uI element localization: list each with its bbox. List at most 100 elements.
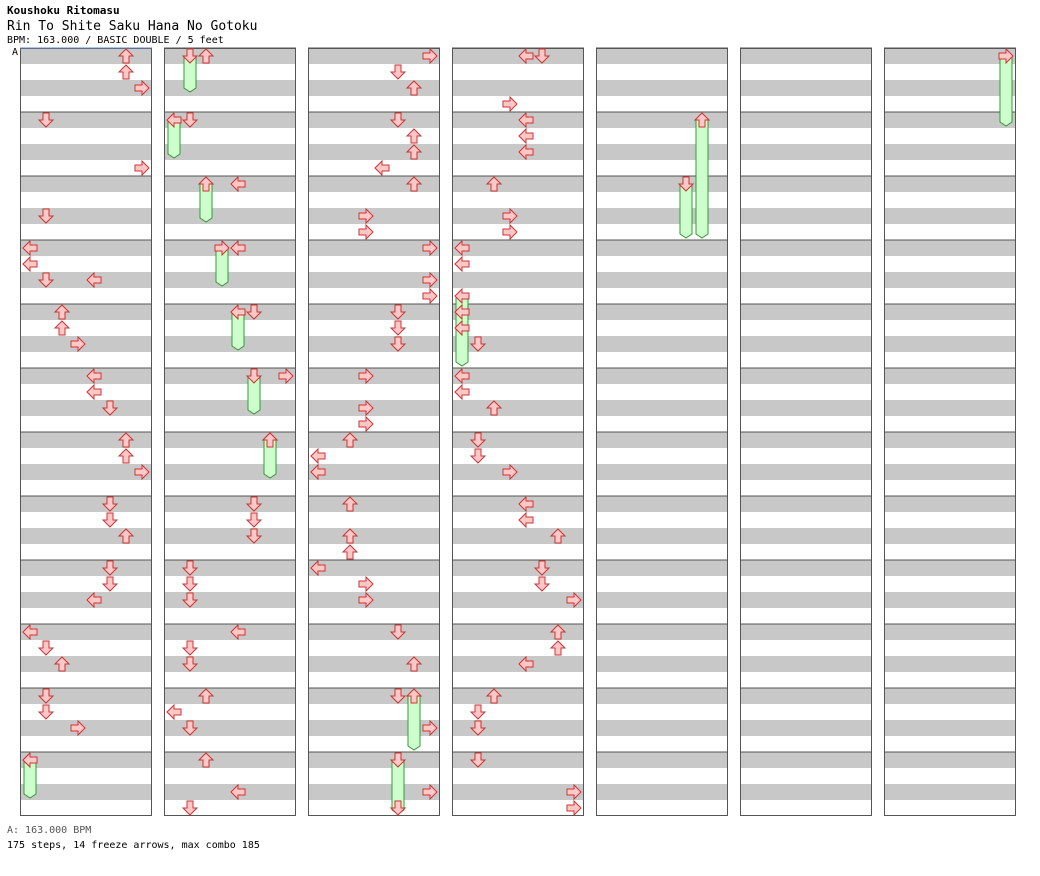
step-arrow <box>502 463 518 481</box>
step-arrow <box>245 512 263 528</box>
step-arrow <box>485 400 503 416</box>
beat-stripe <box>452 528 584 544</box>
beat-stripe <box>596 80 728 96</box>
step-arrow <box>53 656 71 672</box>
beat-stripe <box>740 784 872 800</box>
beat-stripe <box>164 624 296 640</box>
beat-stripe <box>308 592 440 608</box>
beat-stripe <box>308 464 440 480</box>
artist-name: Koushoku Ritomasu <box>7 4 120 17</box>
beat-stripe <box>884 368 1016 384</box>
beat-stripe <box>884 208 1016 224</box>
step-arrow <box>533 48 551 64</box>
step-arrow <box>341 496 359 512</box>
beat-stripe <box>164 720 296 736</box>
beat-stripe <box>884 656 1016 672</box>
beat-stripe <box>20 176 152 192</box>
beat-stripe <box>20 688 152 704</box>
step-arrow <box>37 112 55 128</box>
beat-stripe <box>20 208 152 224</box>
chart-column-border <box>308 48 440 816</box>
beat-stripe <box>20 752 152 768</box>
step-arrow <box>197 752 215 768</box>
beat-stripe <box>452 144 584 160</box>
beat-stripe <box>452 496 584 512</box>
beat-stripe <box>164 752 296 768</box>
step-arrow <box>117 48 135 64</box>
step-arrow <box>549 624 567 640</box>
step-arrow <box>37 688 55 704</box>
beat-stripe <box>884 400 1016 416</box>
beat-stripe <box>164 688 296 704</box>
step-arrow <box>86 271 102 289</box>
step-arrow <box>518 143 534 161</box>
beat-stripe <box>20 464 152 480</box>
beat-stripe <box>596 528 728 544</box>
step-arrow <box>245 496 263 512</box>
step-arrow <box>181 48 199 64</box>
freeze-arrow-tail <box>999 55 1013 127</box>
beat-stripe <box>452 624 584 640</box>
beat-stripe <box>884 112 1016 128</box>
beat-stripe <box>596 720 728 736</box>
step-arrow <box>422 287 438 305</box>
beat-stripe <box>740 464 872 480</box>
beat-stripe <box>452 80 584 96</box>
beat-stripe <box>20 720 152 736</box>
freeze-arrow-tail <box>407 695 421 751</box>
step-arrow <box>454 255 470 273</box>
step-arrow <box>389 112 407 128</box>
beat-stripe <box>596 432 728 448</box>
beat-stripe <box>20 336 152 352</box>
beat-stripe <box>308 144 440 160</box>
beat-stripe <box>164 176 296 192</box>
beat-stripe <box>164 80 296 96</box>
beat-stripe <box>740 240 872 256</box>
step-arrow <box>22 623 38 641</box>
beat-stripe <box>452 464 584 480</box>
step-arrow <box>134 463 150 481</box>
step-arrow <box>37 640 55 656</box>
step-arrow <box>22 751 38 769</box>
step-arrow <box>70 719 86 737</box>
beat-stripe <box>308 560 440 576</box>
step-arrow <box>22 255 38 273</box>
beat-stripe <box>164 432 296 448</box>
beat-stripe <box>740 144 872 160</box>
beat-stripe <box>740 528 872 544</box>
step-arrow <box>389 624 407 640</box>
step-arrow <box>310 463 326 481</box>
beat-stripe <box>308 112 440 128</box>
step-arrow <box>245 368 263 384</box>
step-arrow <box>389 64 407 80</box>
step-arrow <box>230 623 246 641</box>
beat-stripe <box>20 112 152 128</box>
beat-stripe <box>452 112 584 128</box>
step-arrow <box>53 320 71 336</box>
beat-stripe <box>884 176 1016 192</box>
step-arrow <box>101 400 119 416</box>
step-arrow <box>117 64 135 80</box>
beat-stripe <box>452 48 584 64</box>
beat-stripe <box>20 272 152 288</box>
step-arrow <box>197 176 215 192</box>
beat-stripe <box>884 304 1016 320</box>
beat-stripe <box>164 240 296 256</box>
beat-stripe <box>308 272 440 288</box>
beat-stripe <box>308 240 440 256</box>
step-arrow <box>389 800 407 816</box>
step-arrow <box>166 111 182 129</box>
step-arrow <box>454 287 470 305</box>
beat-stripe <box>452 752 584 768</box>
chart-column-border <box>884 48 1016 816</box>
beat-stripe <box>308 48 440 64</box>
beat-stripe <box>884 80 1016 96</box>
beat-stripe <box>164 336 296 352</box>
beat-stripe <box>164 528 296 544</box>
beat-stripe <box>452 336 584 352</box>
beat-stripe <box>164 144 296 160</box>
step-arrow <box>181 656 199 672</box>
beat-stripe <box>740 624 872 640</box>
beat-stripe <box>596 656 728 672</box>
bpm-marker: A <box>12 47 19 58</box>
